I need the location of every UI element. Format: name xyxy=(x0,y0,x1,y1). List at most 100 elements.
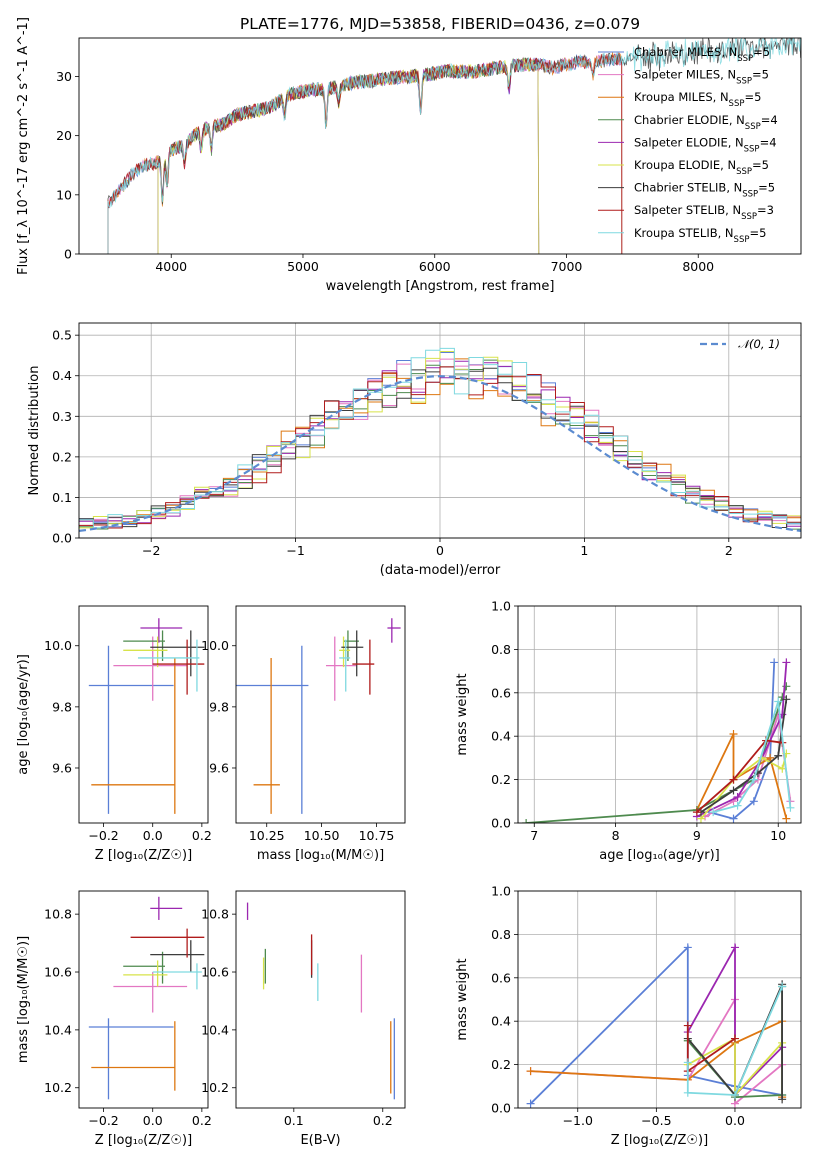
age-vs-Z-xlabel: Z [log₁₀(Z/Z☉)] xyxy=(95,848,192,863)
legend-nssp: =4 xyxy=(760,135,777,149)
massweight-vs-age-point xyxy=(749,797,758,806)
massweight-vs-age-point xyxy=(709,808,718,817)
age-vs-mass-xtick-label: 10.50 xyxy=(304,828,340,843)
legend-subscript: SSP xyxy=(744,144,760,154)
age-vs-mass-ytick-label: 9.6 xyxy=(209,760,229,775)
residuals-ytick-label: 0.4 xyxy=(52,368,72,383)
mass-vs-Z-xlabel: Z [log₁₀(Z/Z☉)] xyxy=(95,1133,192,1148)
legend-subscript: SSP xyxy=(729,99,745,109)
age-vs-mass-ytick-label: 9.8 xyxy=(209,699,229,714)
mass-vs-Z-ytick-label: 10.2 xyxy=(44,1080,72,1095)
residuals-ytick-label: 0.3 xyxy=(52,409,72,424)
massweight-vs-Z-series-line xyxy=(686,986,783,1096)
spectrum-ytick-label: 30 xyxy=(56,69,72,84)
residuals-ytick-label: 0.5 xyxy=(52,328,72,343)
legend-normal-label: 𝒩(0, 1) xyxy=(738,337,780,351)
legend-nssp: =5 xyxy=(753,45,770,59)
massweight-vs-Z-ytick-label: 0.2 xyxy=(491,1057,511,1072)
massweight-vs-Z-point xyxy=(730,1090,739,1099)
massweight-vs-age-point xyxy=(770,658,779,667)
legend-entry: Chabrier STELIB, NSSP=5 xyxy=(634,181,775,200)
legend-nssp: =5 xyxy=(758,181,775,195)
spectrum-plot-area xyxy=(107,38,801,254)
massweight-vs-Z-series-line xyxy=(687,943,783,1098)
massweight-vs-age-point xyxy=(749,775,758,784)
massweight-vs-Z-xtick-label: 0.0 xyxy=(725,1113,745,1128)
age-vs-mass-ytick-label: 10.0 xyxy=(201,638,229,653)
massweight-vs-age-point xyxy=(766,753,775,762)
massweight-vs-age-series-line xyxy=(696,739,783,813)
massweight-vs-age-xtick-label: 10 xyxy=(770,828,786,843)
age-vs-mass-xtick-label: 10.75 xyxy=(359,828,395,843)
legend-nssp: =5 xyxy=(752,158,769,172)
residuals-frame xyxy=(78,322,802,539)
mass-vs-Z-ytick-label: 10.4 xyxy=(44,1022,72,1037)
legend-subscript: SSP xyxy=(736,77,752,87)
legend-subscript: SSP xyxy=(734,235,750,245)
massweight-vs-age-point xyxy=(782,695,791,704)
massweight-vs-age-panel: 7 8 9 10 0.0 0.2 0.4 0.6 0.8 1.0 age [log₁₀(age/yr… xyxy=(455,599,802,863)
mass-vs-Z-panel: −0.2 0.0 0.2 10.2 10.4 10.6 10.8 Z [log₁₀(Z/Z☉)… xyxy=(16,890,212,1148)
spectrum-series-line xyxy=(107,38,801,254)
massweight-vs-Z-point xyxy=(526,1067,535,1076)
age-vs-mass-xtick-label: 10.25 xyxy=(249,828,285,843)
massweight-vs-Z-point xyxy=(778,1095,787,1104)
legend-nssp: =5 xyxy=(752,68,769,82)
age-vs-Z-ytick-label: 10.0 xyxy=(44,638,72,653)
mass-vs-ebv-xtick-label: 0.1 xyxy=(284,1113,304,1128)
legend-subscript: SSP xyxy=(736,167,752,177)
massweight-vs-Z-ytick-label: 1.0 xyxy=(491,884,511,899)
massweight-vs-age-xtick-label: 8 xyxy=(612,828,620,843)
massweight-vs-age-ytick-label: 1.0 xyxy=(491,599,511,614)
massweight-vs-Z-xtick-label: −0.5 xyxy=(641,1113,671,1128)
massweight-vs-age-ytick-label: 0.6 xyxy=(491,685,511,700)
legend-entry: Salpeter STELIB, NSSP=3 xyxy=(634,203,774,222)
age-vs-Z-panel: −0.2 0.0 0.2 9.6 9.8 10.0 Z [log₁₀(Z/Z☉)] age [… xyxy=(16,605,212,863)
massweight-vs-Z-frame xyxy=(517,890,802,1109)
mass-vs-Z-xtick-label: −0.2 xyxy=(88,1113,118,1128)
spectrum-xtick-label: 6000 xyxy=(419,259,451,274)
age-vs-mass-frame xyxy=(235,605,406,824)
massweight-vs-age-point xyxy=(778,693,787,702)
massweight-vs-age-point xyxy=(522,819,531,823)
massweight-vs-age-point xyxy=(729,730,738,739)
spectrum-ylabel: Flux [f_λ 10^-17 erg cm^-2 s^-1 A^-1] xyxy=(16,17,31,275)
residuals-histogram xyxy=(79,358,801,523)
residuals-ytick-label: 0.0 xyxy=(52,531,72,546)
legend-nssp: =5 xyxy=(744,90,761,104)
age-vs-Z-xtick-label: 0.2 xyxy=(192,828,212,843)
legend-nssp: =5 xyxy=(749,226,766,240)
residuals-xtick-label: 2 xyxy=(725,543,733,558)
residuals-histogram xyxy=(79,351,801,529)
massweight-vs-Z-ytick-label: 0.4 xyxy=(491,1014,511,1029)
spectrum-xtick-label: 8000 xyxy=(682,259,714,274)
legend-entry: Salpeter ELODIE, NSSP=4 xyxy=(634,135,777,154)
massweight-vs-age-point xyxy=(729,814,738,823)
mass-vs-ebv-frame xyxy=(235,890,406,1109)
mass-vs-Z-xtick-label: 0.2 xyxy=(192,1113,212,1128)
spectrum-ytick-label: 0 xyxy=(64,247,72,262)
massweight-vs-age-ytick-label: 0.4 xyxy=(491,729,511,744)
mass-vs-Z-ylabel: mass [log₁₀(M/M☉)] xyxy=(16,936,31,1063)
spectrum-xtick-label: 5000 xyxy=(287,259,319,274)
figure-title: PLATE=1776, MJD=53858, FIBERID=0436, z=0… xyxy=(240,15,640,33)
legend-entry: Chabrier ELODIE, NSSP=4 xyxy=(634,113,778,132)
massweight-vs-Z-panel: −1.0 −0.5 0.0 0.0 0.2 0.4 0.6 0.8 1.0 Z [log₁₀(Z/… xyxy=(455,884,802,1148)
age-vs-Z-ytick-label: 9.6 xyxy=(52,760,72,775)
massweight-vs-age-point xyxy=(786,803,795,812)
massweight-vs-age-point xyxy=(729,786,738,795)
spectrum-xtick-label: 7000 xyxy=(551,259,583,274)
residuals-xtick-label: −2 xyxy=(142,543,160,558)
massweight-vs-Z-grid xyxy=(518,890,801,1109)
massweight-vs-age-point xyxy=(778,764,787,773)
massweight-vs-Z-ylabel: mass weight xyxy=(455,958,470,1040)
age-vs-mass-panel: 10.25 10.50 10.75 9.6 9.8 10.0 mass [log₁₀(M/M… xyxy=(201,605,406,863)
legend-entry: Kroupa MILES, NSSP=5 xyxy=(634,90,761,109)
massweight-vs-age-point xyxy=(729,775,738,784)
residuals-xtick-label: 0 xyxy=(436,543,444,558)
residuals-ytick-label: 0.2 xyxy=(52,449,72,464)
massweight-vs-age-point xyxy=(782,814,791,823)
massweight-vs-age-xtick-label: 7 xyxy=(530,828,538,843)
spectrum-frame xyxy=(78,37,802,255)
spectrum-ytick-label: 20 xyxy=(56,128,72,143)
